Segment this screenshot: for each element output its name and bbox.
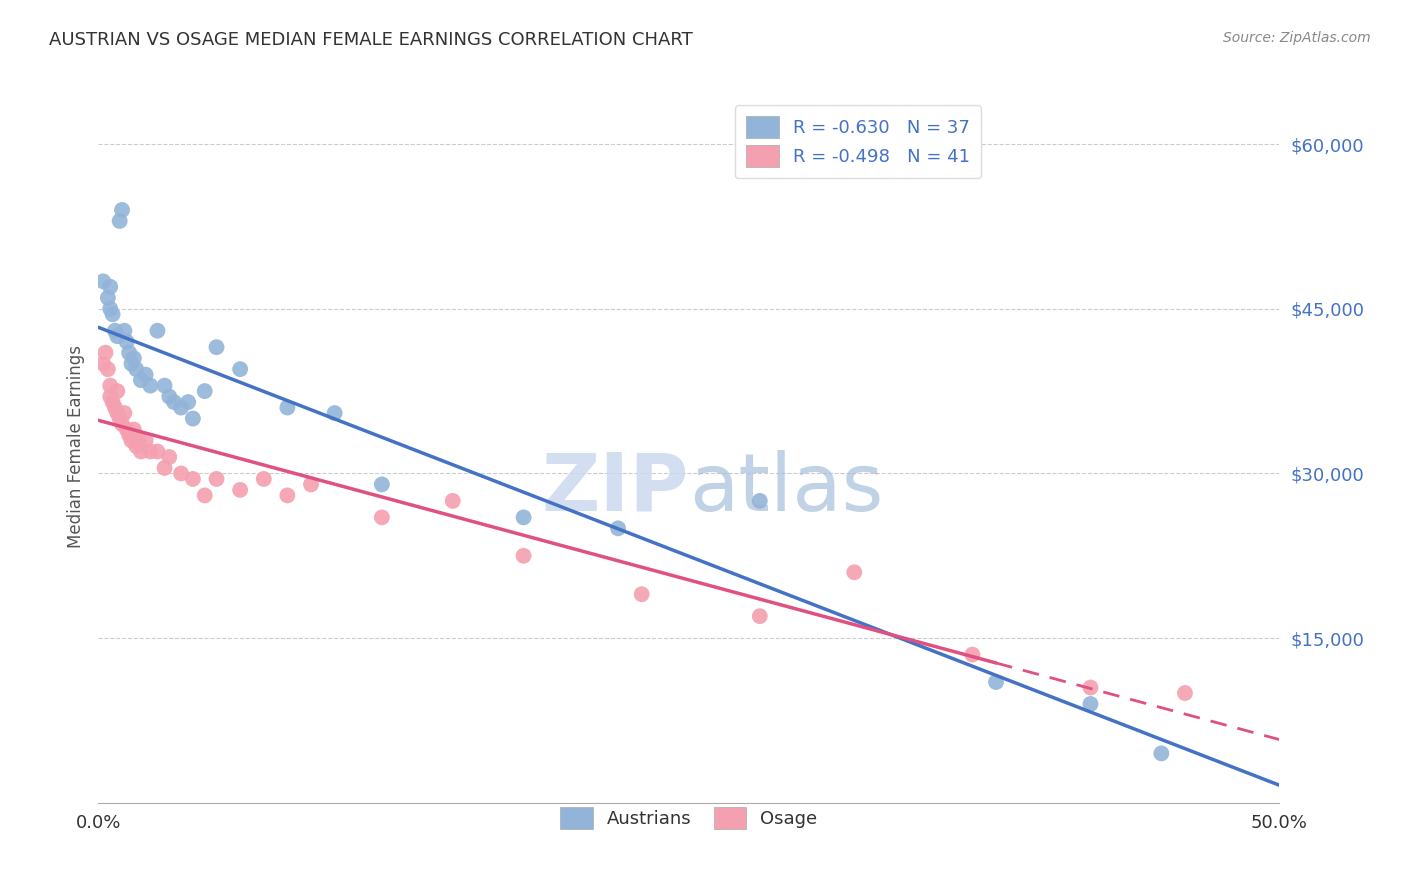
Point xyxy=(276,401,298,415)
Point xyxy=(129,373,152,387)
Point xyxy=(108,214,131,228)
Point xyxy=(1080,681,1102,695)
Point xyxy=(139,444,162,458)
Legend: Austrians, Osage: Austrians, Osage xyxy=(553,800,825,837)
Point xyxy=(194,488,217,502)
Point xyxy=(984,675,1007,690)
Point xyxy=(512,510,534,524)
Point xyxy=(105,384,128,398)
Point xyxy=(121,357,143,371)
Point xyxy=(111,417,134,431)
Point xyxy=(170,467,193,481)
Point xyxy=(122,351,145,366)
Point xyxy=(844,566,866,580)
Point xyxy=(323,406,346,420)
Point xyxy=(118,428,141,442)
Point xyxy=(153,378,176,392)
Point xyxy=(253,472,276,486)
Point xyxy=(371,510,394,524)
Point xyxy=(101,395,124,409)
Point xyxy=(194,384,217,398)
Point xyxy=(139,378,162,392)
Point xyxy=(91,357,114,371)
Point xyxy=(104,401,127,415)
Point xyxy=(121,434,143,448)
Point xyxy=(205,472,228,486)
Point xyxy=(146,444,169,458)
Point xyxy=(157,450,180,464)
Text: ZIP: ZIP xyxy=(541,450,689,528)
Point xyxy=(153,461,176,475)
Point xyxy=(748,609,770,624)
Point xyxy=(441,494,464,508)
Point xyxy=(115,423,138,437)
Point xyxy=(118,345,141,359)
Point xyxy=(1080,697,1102,711)
Point xyxy=(129,444,152,458)
Point xyxy=(105,329,128,343)
Point xyxy=(205,340,228,354)
Point xyxy=(181,472,204,486)
Point xyxy=(94,345,117,359)
Point xyxy=(229,362,252,376)
Point xyxy=(97,362,120,376)
Point xyxy=(98,280,121,294)
Point xyxy=(170,401,193,415)
Point xyxy=(177,395,200,409)
Point xyxy=(112,324,135,338)
Point xyxy=(111,202,134,217)
Point xyxy=(607,521,630,535)
Point xyxy=(157,390,180,404)
Point xyxy=(98,378,121,392)
Point xyxy=(125,362,148,376)
Point xyxy=(104,324,127,338)
Point xyxy=(1174,686,1197,700)
Point xyxy=(229,483,252,497)
Point xyxy=(128,434,150,448)
Text: Source: ZipAtlas.com: Source: ZipAtlas.com xyxy=(1223,31,1371,45)
Point xyxy=(105,406,128,420)
Point xyxy=(299,477,322,491)
Point xyxy=(135,368,157,382)
Point xyxy=(371,477,394,491)
Point xyxy=(115,334,138,349)
Point xyxy=(135,434,157,448)
Text: AUSTRIAN VS OSAGE MEDIAN FEMALE EARNINGS CORRELATION CHART: AUSTRIAN VS OSAGE MEDIAN FEMALE EARNINGS… xyxy=(49,31,693,49)
Point xyxy=(630,587,652,601)
Point xyxy=(125,439,148,453)
Point xyxy=(108,411,131,425)
Point xyxy=(1150,747,1173,761)
Point xyxy=(276,488,298,502)
Point xyxy=(163,395,186,409)
Point xyxy=(181,411,204,425)
Y-axis label: Median Female Earnings: Median Female Earnings xyxy=(66,344,84,548)
Text: atlas: atlas xyxy=(689,450,883,528)
Point xyxy=(98,390,121,404)
Point xyxy=(122,423,145,437)
Point xyxy=(98,301,121,316)
Point xyxy=(146,324,169,338)
Point xyxy=(97,291,120,305)
Point xyxy=(512,549,534,563)
Point xyxy=(101,307,124,321)
Point xyxy=(962,648,984,662)
Point xyxy=(748,494,770,508)
Point xyxy=(91,274,114,288)
Point xyxy=(112,406,135,420)
